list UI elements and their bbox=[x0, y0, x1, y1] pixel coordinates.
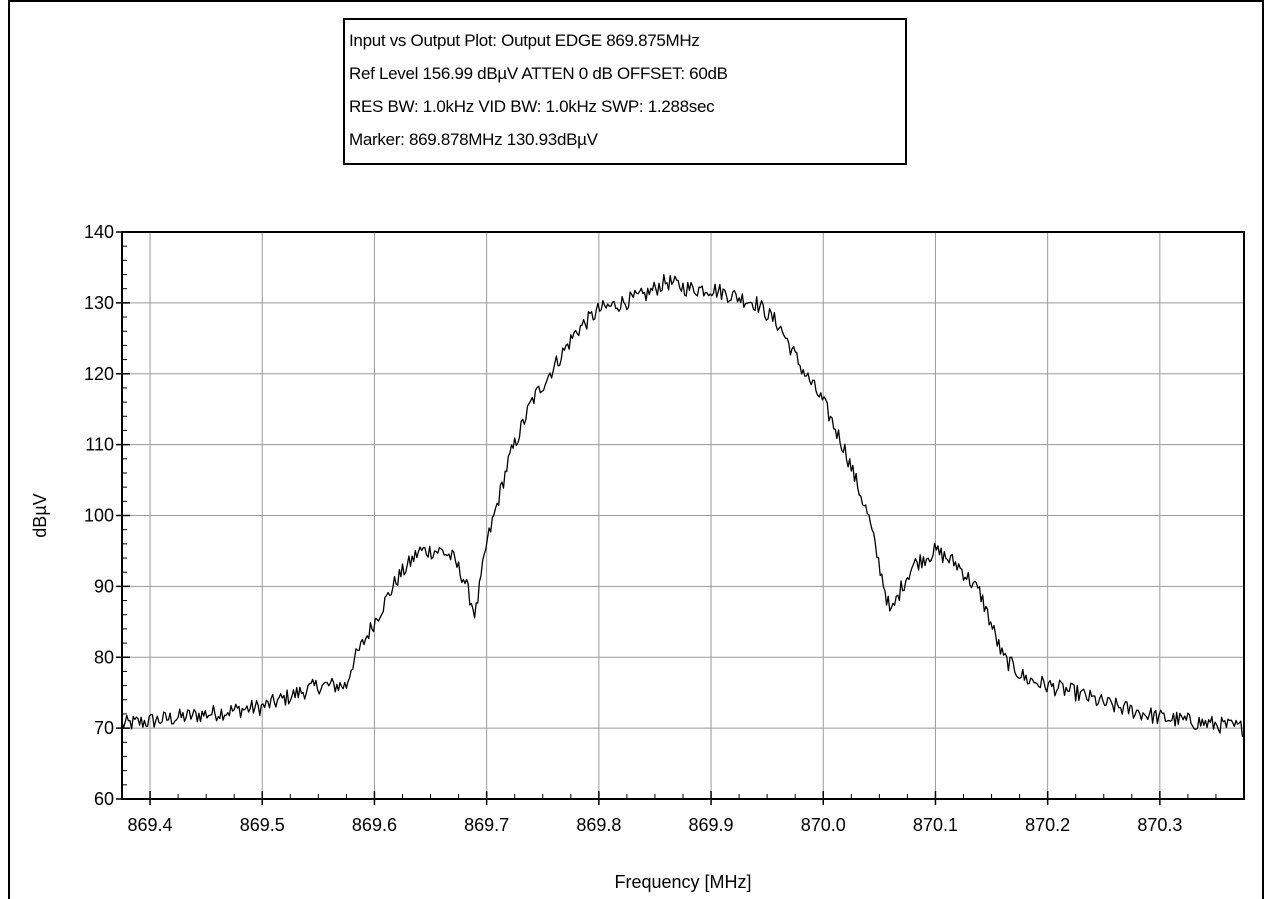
chart-frame bbox=[8, 0, 1264, 899]
x-tick-label: 869.6 bbox=[352, 815, 397, 835]
x-tick-label: 869.9 bbox=[689, 815, 734, 835]
y-axis-title: dBµV bbox=[30, 493, 50, 537]
y-tick-label: 60 bbox=[94, 789, 114, 809]
x-axis-title: Frequency [MHz] bbox=[614, 872, 751, 892]
y-tick-label: 90 bbox=[94, 576, 114, 596]
grid bbox=[122, 232, 1244, 799]
y-tick-label: 120 bbox=[84, 364, 114, 384]
x-tick-label: 870.1 bbox=[913, 815, 958, 835]
x-tick-label: 870.3 bbox=[1137, 815, 1182, 835]
y-tick-label: 100 bbox=[84, 506, 114, 526]
y-tick-label: 70 bbox=[94, 718, 114, 738]
x-tick-label: 869.8 bbox=[576, 815, 621, 835]
ref-level-line: Ref Level 156.99 dBµV ATTEN 0 dB OFFSET:… bbox=[349, 64, 728, 83]
y-axis-ticks: 60 70 80 90 100 110 120 130 140 bbox=[84, 222, 130, 809]
x-axis-ticks: 869.4 869.5 869.6 869.7 869.8 869.9 870.0 870.1… bbox=[128, 791, 1182, 835]
y-tick-label: 80 bbox=[94, 647, 114, 667]
trace-layer bbox=[121, 274, 1245, 738]
measurement-info-box: Input vs Output Plot: Output EDGE 869.87… bbox=[343, 18, 907, 165]
x-tick-label: 869.4 bbox=[128, 815, 173, 835]
marker-line: Marker: 869.878MHz 130.93dBµV bbox=[349, 130, 598, 149]
spectrum-trace bbox=[121, 274, 1245, 738]
y-tick-label: 110 bbox=[85, 435, 114, 455]
y-tick-label: 130 bbox=[84, 293, 114, 313]
x-tick-label: 869.7 bbox=[464, 815, 509, 835]
x-tick-label: 869.5 bbox=[240, 815, 285, 835]
y-tick-label: 140 bbox=[84, 222, 114, 242]
plot-title: Input vs Output Plot: Output EDGE 869.87… bbox=[349, 31, 700, 50]
x-tick-label: 870.2 bbox=[1025, 815, 1070, 835]
x-tick-label: 870.0 bbox=[801, 815, 846, 835]
bandwidth-line: RES BW: 1.0kHz VID BW: 1.0kHz SWP: 1.288… bbox=[349, 97, 715, 116]
